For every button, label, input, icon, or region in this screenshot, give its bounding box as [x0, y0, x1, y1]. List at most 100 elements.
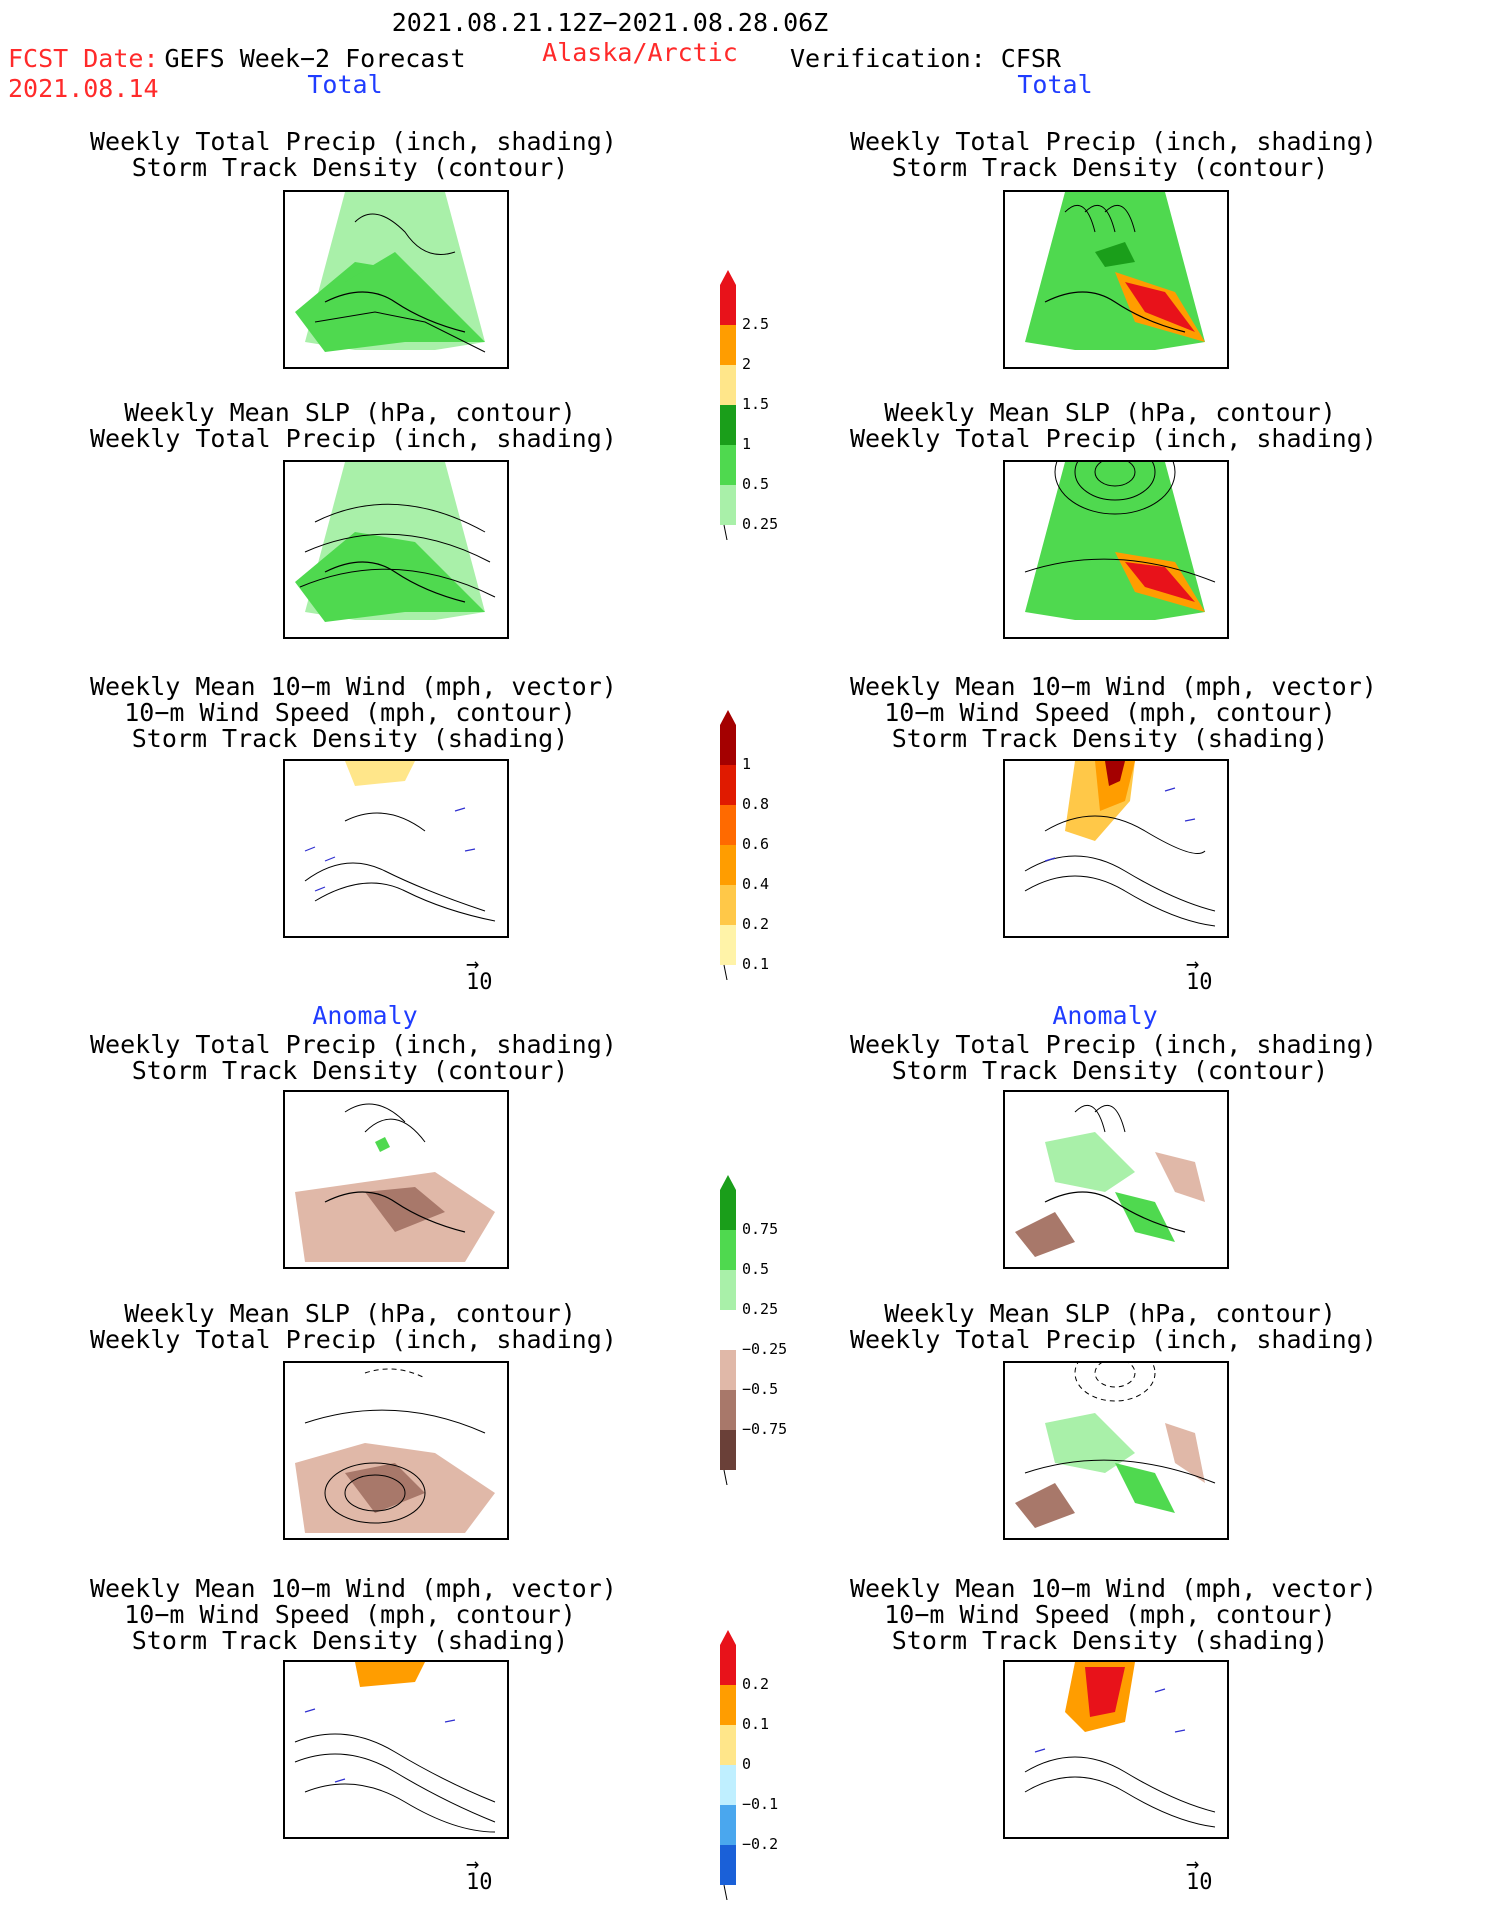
title-l2-a: Weekly Mean SLP (hPa, contour): [124, 398, 576, 427]
precip-anom-tick-label: −0.75: [742, 1420, 788, 1438]
map-verification-wind-track: [1003, 759, 1229, 938]
storm-track-swatch-4: [720, 885, 736, 925]
total-precip-tail: [723, 524, 728, 540]
storm-track-tick-label: 0.6: [742, 835, 770, 853]
precip-anom-swatch-5: [720, 1390, 736, 1430]
vector-ref-r3: 10: [1186, 970, 1213, 995]
total-precip-swatch-2: [720, 365, 736, 405]
total-precip-swatch-1: [720, 325, 736, 365]
title-l3-c: Storm Track Density (shading): [131, 724, 569, 753]
title-l6-a: Weekly Mean 10−m Wind (mph, vector): [90, 1574, 617, 1603]
track-anom-tail: [723, 1884, 728, 1900]
title-r3-c: Storm Track Density (shading): [891, 724, 1329, 753]
period-title: 2021.08.21.12Z−2021.08.28.06Z: [391, 8, 829, 37]
vector-ref-arrow-icon: →: [1186, 1852, 1200, 1877]
title-r2-a: Weekly Mean SLP (hPa, contour): [884, 398, 1336, 427]
title-r1-a: Weekly Total Precip (inch, shading): [850, 127, 1377, 156]
section-anomaly-left: Anomaly: [312, 1001, 418, 1030]
section-anomaly-right: Anomaly: [1052, 1001, 1158, 1030]
storm-track-tick-label: 0.1: [742, 955, 770, 973]
title-l6-c: Storm Track Density (shading): [131, 1626, 569, 1655]
total-precip-swatch-3: [720, 405, 736, 445]
storm-track-swatch-1: [720, 765, 736, 805]
map-forecast-wind-track: [283, 759, 509, 938]
precip-anom-swatch-2: [720, 1270, 736, 1310]
title-r3-a: Weekly Mean 10−m Wind (mph, vector): [850, 672, 1377, 701]
title-l4-a: Weekly Total Precip (inch, shading): [90, 1030, 617, 1059]
total-precip-tick-label: 0.25: [742, 515, 779, 533]
track-anom-tick-label: 0: [742, 1755, 752, 1773]
region-title: Alaska/Arctic: [542, 38, 738, 67]
track-anom-swatch-5: [720, 1845, 736, 1885]
title-r4-b: Storm Track Density (contour): [891, 1056, 1329, 1085]
title-l5-a: Weekly Mean SLP (hPa, contour): [124, 1299, 576, 1328]
storm-track-swatch-5: [720, 925, 736, 965]
storm-track-tick-label: 0.8: [742, 795, 770, 813]
model-title: GEFS Week−2 Forecast: [164, 44, 466, 73]
vector-ref-arrow-icon: →: [466, 1852, 480, 1877]
storm-track-bar: [720, 710, 736, 980]
precip-anom-swatch-0: [720, 1190, 736, 1230]
title-r2-b: Weekly Total Precip (inch, shading): [850, 424, 1377, 453]
section-total-left: Total: [307, 70, 383, 99]
title-r5-a: Weekly Mean SLP (hPa, contour): [884, 1299, 1336, 1328]
precip-anom-swatch-3: [720, 1310, 736, 1350]
title-r6-a: Weekly Mean 10−m Wind (mph, vector): [850, 1574, 1377, 1603]
total-precip-swatch-0: [720, 285, 736, 325]
precip-anom-bar: [720, 1175, 736, 1485]
track-anom-swatch-1: [720, 1685, 736, 1725]
precip-anom-swatch-1: [720, 1230, 736, 1270]
vector-ref-arrow-icon: →: [1186, 952, 1200, 977]
map-forecast-slp-precip-anom: [283, 1361, 509, 1540]
total-precip-tick-label: 1: [742, 435, 752, 453]
precip-anom-tick-label: −0.25: [742, 1340, 788, 1358]
map-forecast-slp-precip: [283, 460, 509, 639]
title-l2-b: Weekly Total Precip (inch, shading): [90, 424, 617, 453]
map-verification-slp-precip: [1003, 460, 1229, 639]
map-forecast-precip-anom-track: [283, 1090, 509, 1269]
storm-track-top-triangle: [720, 710, 736, 725]
precip-anom-swatch-6: [720, 1430, 736, 1470]
track-anom-swatch-4: [720, 1805, 736, 1845]
precip-anom-tick-label: 0.75: [742, 1220, 779, 1238]
verification-title: Verification: CFSR: [790, 44, 1061, 73]
vector-ref-arrow-icon: →: [466, 952, 480, 977]
track-anom-swatch-0: [720, 1645, 736, 1685]
total-precip-swatch-5: [720, 485, 736, 525]
total-precip-tick-label: 0.5: [742, 475, 770, 493]
title-r6-c: Storm Track Density (shading): [891, 1626, 1329, 1655]
precip-anom-tail: [723, 1469, 728, 1485]
title-l4-b: Storm Track Density (contour): [131, 1056, 569, 1085]
track-anom-tick-label: −0.1: [742, 1795, 779, 1813]
title-l1-a: Weekly Total Precip (inch, shading): [90, 127, 617, 156]
title-r5-b: Weekly Total Precip (inch, shading): [850, 1325, 1377, 1354]
map-verification-precip-track: [1003, 190, 1229, 369]
precip-anom-swatch-4: [720, 1350, 736, 1390]
fcst-date-label: FCST Date:: [8, 44, 159, 73]
track-anom-tick-label: 0.1: [742, 1715, 770, 1733]
map-verification-wind-track-anom: [1003, 1660, 1229, 1839]
map-verification-precip-anom-track: [1003, 1090, 1229, 1269]
total-precip-tick-label: 2: [742, 355, 752, 373]
precip-anom-tick-label: −0.5: [742, 1380, 779, 1398]
track-anom-bar: [720, 1630, 736, 1900]
storm-track-tick-label: 1: [742, 755, 752, 773]
storm-track-swatch-0: [720, 725, 736, 765]
vector-ref-r6: 10: [1186, 1870, 1213, 1895]
total-precip-tick-label: 1.5: [742, 395, 770, 413]
precip-anom-tick-label: 0.5: [742, 1260, 770, 1278]
total-precip-swatch-4: [720, 445, 736, 485]
track-anom-tick-label: 0.2: [742, 1675, 770, 1693]
track-anom-top-triangle: [720, 1630, 736, 1645]
title-l3-a: Weekly Mean 10−m Wind (mph, vector): [90, 672, 617, 701]
title-l1-b: Storm Track Density (contour): [131, 153, 569, 182]
vector-ref-l6: 10: [466, 1870, 493, 1895]
storm-track-tail: [723, 964, 728, 980]
storm-track-tick-label: 0.4: [742, 875, 770, 893]
total-precip-bar: [720, 270, 736, 540]
title-l6-b: 10−m Wind Speed (mph, contour): [124, 1600, 576, 1629]
total-precip-top-triangle: [720, 270, 736, 285]
storm-track-swatch-2: [720, 805, 736, 845]
title-r3-b: 10−m Wind Speed (mph, contour): [884, 698, 1336, 727]
total-precip-tick-label: 2.5: [742, 315, 770, 333]
